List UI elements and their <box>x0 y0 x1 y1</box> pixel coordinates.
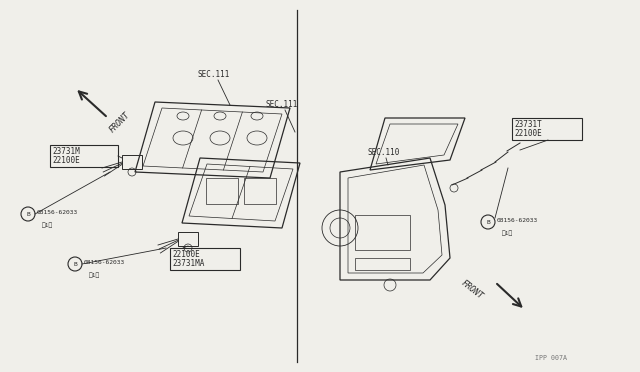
Text: SEC.110: SEC.110 <box>368 148 401 157</box>
Text: 08156-62033: 08156-62033 <box>37 211 78 215</box>
Text: B: B <box>73 262 77 266</box>
Text: 22100E: 22100E <box>52 156 80 165</box>
Bar <box>244 178 276 204</box>
Bar <box>512 118 582 140</box>
Text: （1）: （1） <box>502 230 513 235</box>
Text: 23731T: 23731T <box>514 120 541 129</box>
Bar <box>206 178 238 204</box>
Text: B: B <box>26 212 30 217</box>
Text: SEC.111: SEC.111 <box>265 100 298 109</box>
Text: （1）: （1） <box>42 222 53 228</box>
Text: FRONT: FRONT <box>108 110 132 134</box>
Text: 22100E: 22100E <box>514 129 541 138</box>
Text: B: B <box>486 219 490 224</box>
Bar <box>355 258 410 270</box>
Text: （1）: （1） <box>89 272 100 278</box>
Bar <box>122 155 142 169</box>
Bar <box>355 215 410 250</box>
Text: FRONT: FRONT <box>460 278 484 301</box>
Bar <box>178 232 198 246</box>
Bar <box>50 145 118 167</box>
Text: SEC.111: SEC.111 <box>198 70 230 79</box>
Text: 08156-62033: 08156-62033 <box>497 218 538 224</box>
Text: 22100E: 22100E <box>172 250 200 259</box>
Text: 23731M: 23731M <box>52 147 80 156</box>
Bar <box>170 248 240 270</box>
Text: 08156-62033: 08156-62033 <box>84 260 125 266</box>
Text: IPP 007A: IPP 007A <box>535 355 567 361</box>
Text: 23731MA: 23731MA <box>172 259 204 268</box>
